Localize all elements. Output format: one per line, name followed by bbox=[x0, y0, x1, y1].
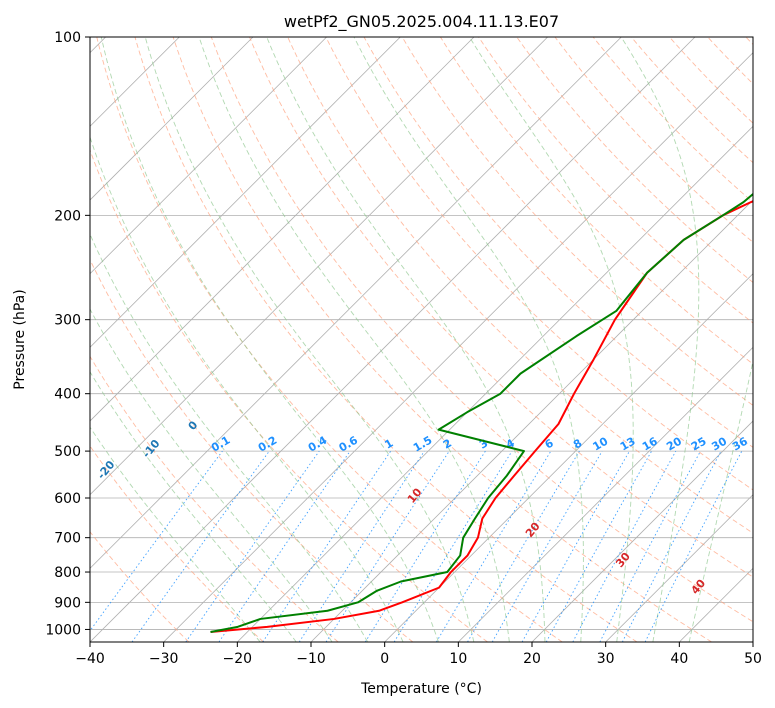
dry-adiabat-line bbox=[90, 148, 488, 642]
dry-adiabat-line bbox=[210, 37, 753, 623]
dry-adiabat-line bbox=[592, 37, 753, 203]
x-tick-label: 20 bbox=[523, 651, 541, 667]
x-tick-label: −10 bbox=[296, 651, 326, 667]
isotherm-line bbox=[90, 37, 696, 642]
y-tick-label: 100 bbox=[54, 30, 81, 46]
isotherm-line bbox=[531, 420, 753, 642]
x-tick-label: −30 bbox=[149, 651, 179, 667]
isotherm-line bbox=[605, 494, 753, 642]
mixing-ratio-line bbox=[644, 450, 743, 642]
dry-adiabat-line bbox=[401, 37, 753, 406]
dry-adiabat-line bbox=[249, 37, 753, 578]
mixing-ratio-line bbox=[218, 450, 351, 642]
y-tick-label: 900 bbox=[54, 595, 81, 611]
mixing-ratio-line bbox=[393, 450, 513, 642]
isotherm-line bbox=[384, 273, 753, 642]
isotherm-line bbox=[90, 37, 327, 275]
moist-adiabat-line bbox=[688, 359, 753, 642]
mixing-ratio-line bbox=[298, 450, 425, 642]
moist-adiabat-line bbox=[90, 308, 333, 642]
y-tick-label: 300 bbox=[54, 313, 81, 329]
moist-adiabat-line bbox=[198, 37, 510, 642]
isotherm-line bbox=[458, 346, 753, 642]
y-axis-label: Pressure (hPa) bbox=[12, 289, 28, 389]
dry-adiabat-line bbox=[172, 37, 712, 642]
x-tick-label: 40 bbox=[670, 651, 688, 667]
isotherm-line bbox=[163, 52, 753, 642]
temperature-profile-line bbox=[210, 200, 753, 634]
x-tick-label: −20 bbox=[223, 651, 253, 667]
y-tick-label: 200 bbox=[54, 208, 81, 224]
y-tick-label: 800 bbox=[54, 565, 81, 581]
y-tick-label: 1000 bbox=[45, 622, 81, 638]
mixing-ratio-line bbox=[572, 450, 677, 642]
moist-adiabat-line bbox=[100, 37, 439, 642]
x-tick-label: 10 bbox=[449, 651, 467, 667]
isotherm-line bbox=[237, 125, 753, 642]
moist-adiabat-line bbox=[266, 37, 546, 642]
moist-adiabat-line bbox=[90, 233, 369, 642]
moist-adiabat-line bbox=[90, 135, 404, 642]
dry-adiabat-line bbox=[478, 37, 753, 324]
y-tick-label: 400 bbox=[54, 387, 81, 403]
moist-adiabat-line bbox=[353, 37, 584, 642]
dewpoint-profile-line bbox=[210, 192, 753, 633]
isotherm-line bbox=[90, 37, 475, 422]
dry-adiabat-line bbox=[287, 37, 753, 534]
moist-adiabat-line bbox=[90, 426, 261, 642]
plot-frame bbox=[89, 36, 754, 643]
mixing-ratio-line bbox=[185, 450, 320, 642]
mixing-ratio-line bbox=[131, 450, 270, 642]
dry-adiabat-line bbox=[516, 37, 753, 283]
x-tick-label: −40 bbox=[75, 651, 105, 667]
dry-adiabat-line bbox=[134, 37, 638, 642]
x-axis-label: Temperature (°C) bbox=[360, 681, 482, 697]
plot-area: 0.10.20.40.611.52346810131620253036-100-… bbox=[90, 37, 753, 642]
moist-adiabat-line bbox=[620, 37, 700, 642]
moist-adiabat-line bbox=[144, 37, 475, 642]
isotherm-line bbox=[90, 37, 254, 201]
mixing-ratio-line bbox=[325, 450, 450, 642]
x-tick-label: 0 bbox=[380, 651, 389, 667]
axes: −40 −30 −20 −10 0 10 20 30 40 50 100 200 300 400 500 60… bbox=[45, 30, 762, 667]
moist-adiabat-line bbox=[469, 37, 634, 642]
x-tick-label: 50 bbox=[744, 651, 762, 667]
y-tick-label: 600 bbox=[54, 491, 81, 507]
chart-title: wetPf2_GN05.2025.004.11.13.E07 bbox=[284, 12, 559, 32]
mixing-ratio-line bbox=[262, 450, 392, 642]
mixing-ratio-line bbox=[521, 450, 630, 642]
y-tick-label: 500 bbox=[54, 444, 81, 460]
dry-adiabat-line bbox=[90, 355, 339, 642]
x-tick-label: 30 bbox=[597, 651, 615, 667]
mixing-ratio-line bbox=[90, 450, 223, 632]
mixing-ratio-line bbox=[545, 450, 653, 642]
dry-adiabat-line bbox=[325, 37, 753, 491]
isotherm-line bbox=[310, 199, 753, 642]
dry-adiabat-line bbox=[363, 37, 753, 448]
isotherm-line bbox=[90, 37, 622, 569]
isotherm-line bbox=[90, 37, 548, 496]
y-tick-label: 700 bbox=[54, 531, 81, 547]
dry-adiabat-line bbox=[90, 531, 190, 642]
